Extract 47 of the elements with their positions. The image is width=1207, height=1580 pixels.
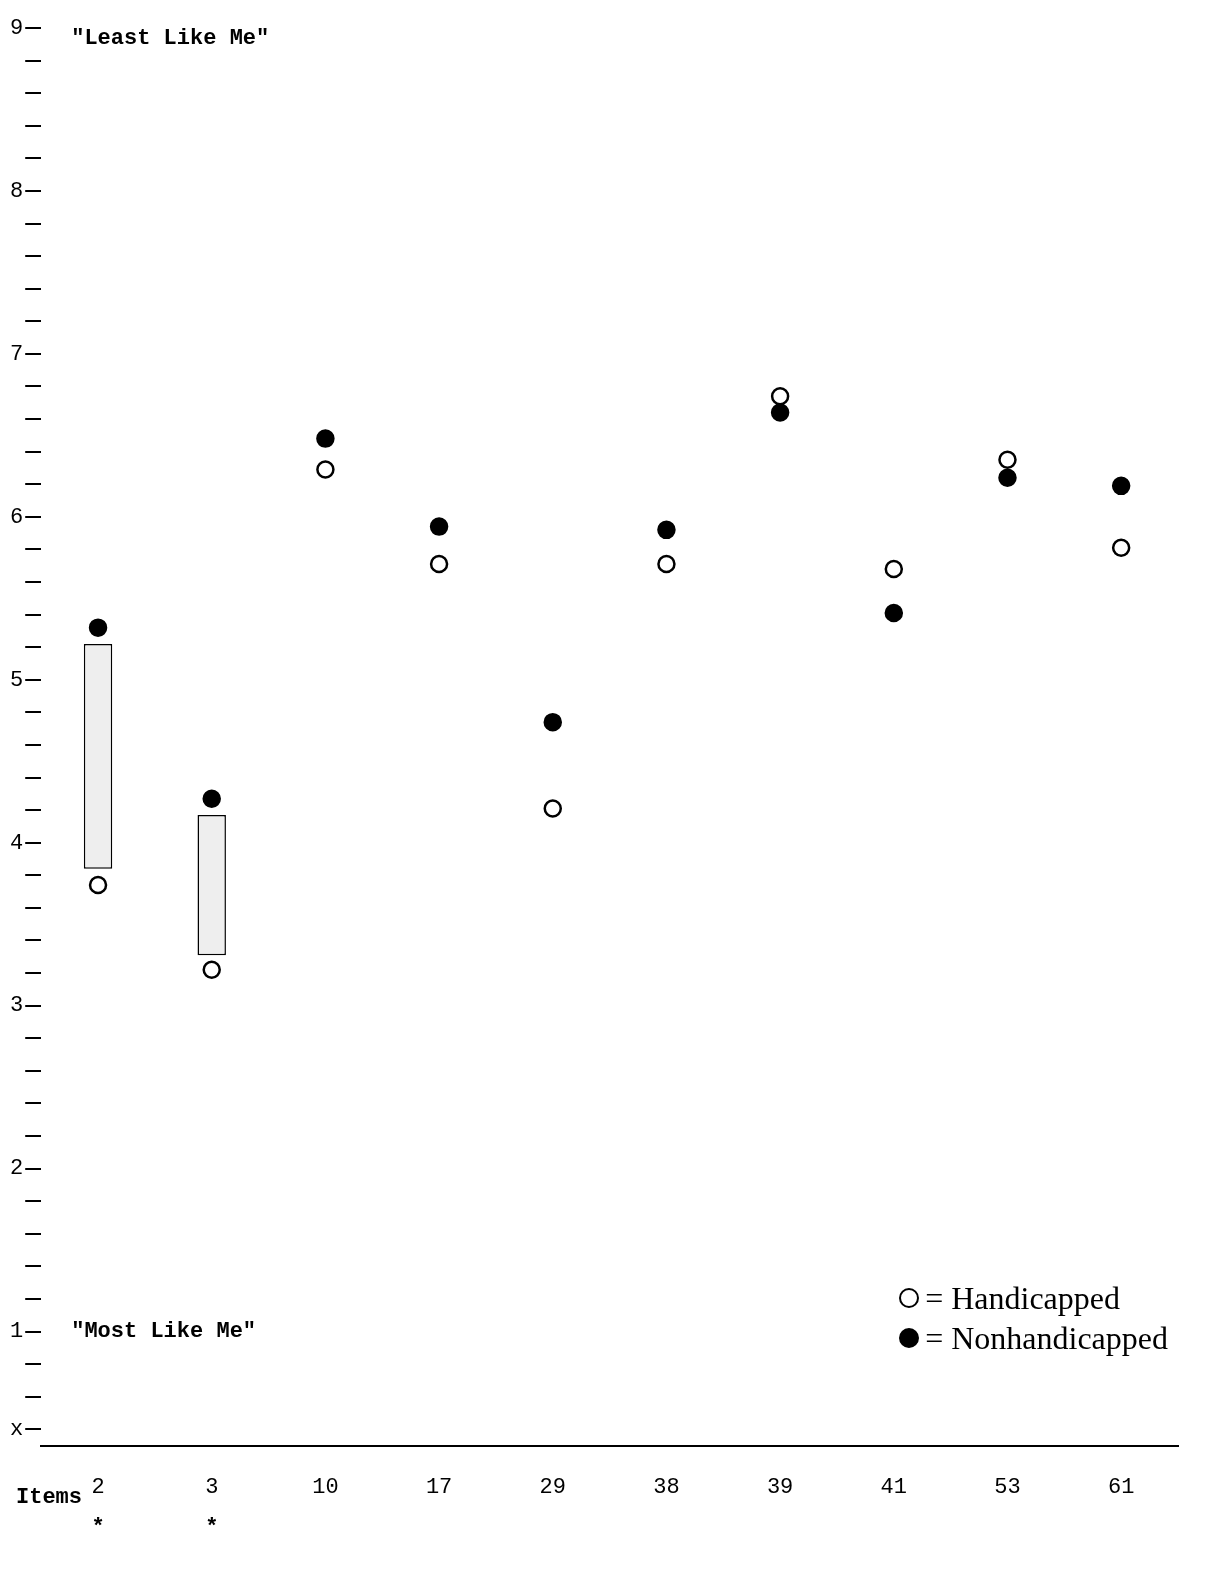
point bbox=[998, 468, 1017, 487]
point bbox=[316, 429, 335, 448]
point bbox=[316, 460, 335, 479]
point bbox=[770, 387, 790, 406]
point bbox=[884, 603, 904, 623]
point bbox=[1111, 476, 1131, 496]
point bbox=[770, 403, 790, 422]
legend-label: = Handicapped bbox=[925, 1279, 1120, 1318]
x-tick-label: 10 bbox=[312, 1474, 339, 1500]
x-tick-label: 39 bbox=[766, 1474, 794, 1500]
x-tick-label: 53 bbox=[994, 1474, 1021, 1500]
point bbox=[884, 559, 904, 579]
x-tick-label: 38 bbox=[653, 1474, 680, 1500]
x-tick-label: 2 bbox=[91, 1474, 105, 1500]
point bbox=[429, 554, 449, 574]
y-tick-label: 2 bbox=[10, 1156, 24, 1182]
y-tick-label: 8 bbox=[10, 178, 24, 204]
point bbox=[88, 618, 108, 637]
legend-label: = Nonhandicapped bbox=[925, 1319, 1168, 1358]
point bbox=[88, 875, 108, 895]
y-tick-label: 6 bbox=[10, 504, 24, 530]
point bbox=[202, 789, 221, 808]
point bbox=[429, 517, 449, 536]
point bbox=[543, 712, 563, 732]
annotation: "Most Like Me" bbox=[71, 1319, 257, 1345]
point bbox=[657, 554, 676, 574]
annotation: "Least Like Me" bbox=[71, 25, 270, 51]
text: * bbox=[91, 1515, 105, 1541]
y-tick-label: 9 bbox=[10, 15, 24, 41]
text: * bbox=[205, 1515, 219, 1541]
x-tick-label: 17 bbox=[425, 1474, 453, 1500]
x-tick-label: 3 bbox=[205, 1474, 219, 1500]
point bbox=[998, 450, 1017, 470]
point bbox=[543, 799, 563, 818]
point bbox=[1111, 538, 1131, 558]
x-tick-label: 41 bbox=[880, 1474, 907, 1500]
y-tick-label: 5 bbox=[10, 667, 24, 693]
y-tick-label: x bbox=[10, 1417, 24, 1443]
x-tick-label: 29 bbox=[539, 1474, 566, 1500]
x-axis-title: Items bbox=[16, 1485, 83, 1511]
point bbox=[657, 520, 676, 540]
point bbox=[202, 960, 221, 980]
y-tick-label: 4 bbox=[10, 830, 24, 856]
y-tick-label: 3 bbox=[10, 993, 24, 1019]
x-tick-label: 61 bbox=[1107, 1474, 1135, 1500]
y-tick-label: 1 bbox=[10, 1319, 24, 1345]
y-tick-label: 7 bbox=[10, 341, 24, 367]
